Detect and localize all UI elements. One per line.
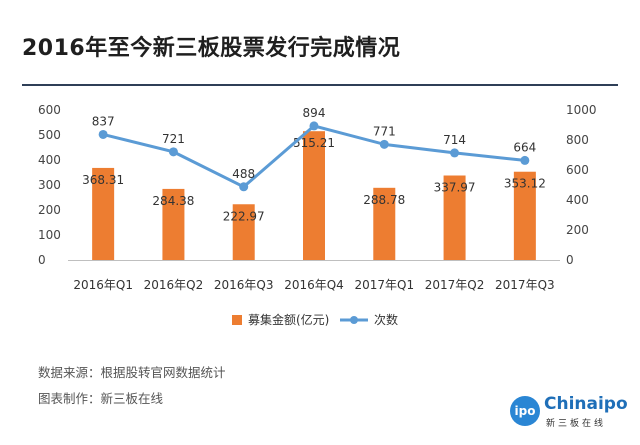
bar bbox=[513, 171, 536, 260]
chart-maker-note: 图表制作：新三板在线 bbox=[38, 391, 164, 406]
bar bbox=[162, 188, 185, 260]
y-right-tick-label: 1000 bbox=[566, 103, 597, 117]
line-point bbox=[520, 155, 530, 165]
bar-value-label: 222.97 bbox=[223, 209, 265, 223]
y-left-tick-label: 400 bbox=[38, 153, 61, 167]
line-point bbox=[309, 121, 319, 131]
y-left-tick-label: 200 bbox=[38, 203, 61, 217]
line-point bbox=[98, 129, 108, 139]
line-value-label: 771 bbox=[373, 124, 396, 138]
y-left-tick-label: 100 bbox=[38, 228, 61, 242]
bar-value-label: 337.97 bbox=[434, 181, 476, 195]
x-tick-label: 2017年Q3 bbox=[495, 278, 555, 292]
y-right-tick-label: 200 bbox=[566, 223, 589, 237]
line-point bbox=[239, 182, 249, 192]
chinaipo-logo: ipo Chinaipo 新三板在线 bbox=[510, 394, 630, 434]
y-left-tick-label: 600 bbox=[38, 103, 61, 117]
x-tick-label: 2016年Q4 bbox=[284, 278, 344, 292]
logo-badge-icon: ipo bbox=[510, 396, 540, 426]
line-value-label: 894 bbox=[303, 106, 326, 120]
line-point bbox=[168, 147, 178, 157]
line-value-label: 837 bbox=[92, 114, 115, 128]
bar bbox=[92, 167, 115, 260]
data-source-note: 数据来源：根据股转官网数据统计 bbox=[38, 365, 226, 380]
chart-title: 2016年至今新三板股票发行完成情况 bbox=[22, 36, 401, 61]
bar-value-label: 353.12 bbox=[504, 177, 546, 191]
y-left-tick-label: 500 bbox=[38, 128, 61, 142]
bar bbox=[373, 187, 396, 260]
legend-line-marker bbox=[350, 316, 358, 324]
y-right-tick-label: 400 bbox=[566, 193, 589, 207]
x-tick-label: 2017年Q2 bbox=[425, 278, 485, 292]
line-value-label: 714 bbox=[443, 133, 466, 147]
bar-value-label: 284.38 bbox=[152, 194, 194, 208]
y-right-tick-label: 800 bbox=[566, 133, 589, 147]
x-tick-label: 2016年Q3 bbox=[214, 278, 274, 292]
bar bbox=[303, 131, 325, 260]
legend-bar-swatch bbox=[232, 315, 242, 325]
bar-value-label: 368.31 bbox=[82, 173, 124, 187]
logo-subtitle: 新三板在线 bbox=[546, 419, 607, 429]
line-point bbox=[379, 139, 389, 149]
bar bbox=[443, 175, 466, 260]
x-tick-label: 2016年Q2 bbox=[144, 278, 204, 292]
y-right-tick-label: 0 bbox=[566, 253, 574, 267]
y-left-tick-label: 0 bbox=[38, 253, 46, 267]
logo-name: Chinaipo bbox=[544, 394, 628, 414]
x-tick-label: 2016年Q1 bbox=[73, 278, 133, 292]
bar bbox=[232, 204, 255, 260]
line-point bbox=[450, 148, 460, 158]
bar-value-label: 515.21 bbox=[293, 136, 335, 150]
y-right-tick-label: 600 bbox=[566, 163, 589, 177]
x-tick-label: 2017年Q1 bbox=[354, 278, 414, 292]
line-value-label: 664 bbox=[513, 140, 536, 154]
legend-bar-label: 募集金额(亿元) bbox=[248, 312, 329, 327]
line-value-label: 721 bbox=[162, 132, 185, 146]
y-left-tick-label: 300 bbox=[38, 178, 61, 192]
bar-value-label: 288.78 bbox=[363, 193, 405, 207]
line-value-label: 488 bbox=[232, 167, 255, 181]
legend-line-label: 次数 bbox=[374, 312, 398, 327]
title-divider bbox=[22, 84, 618, 86]
